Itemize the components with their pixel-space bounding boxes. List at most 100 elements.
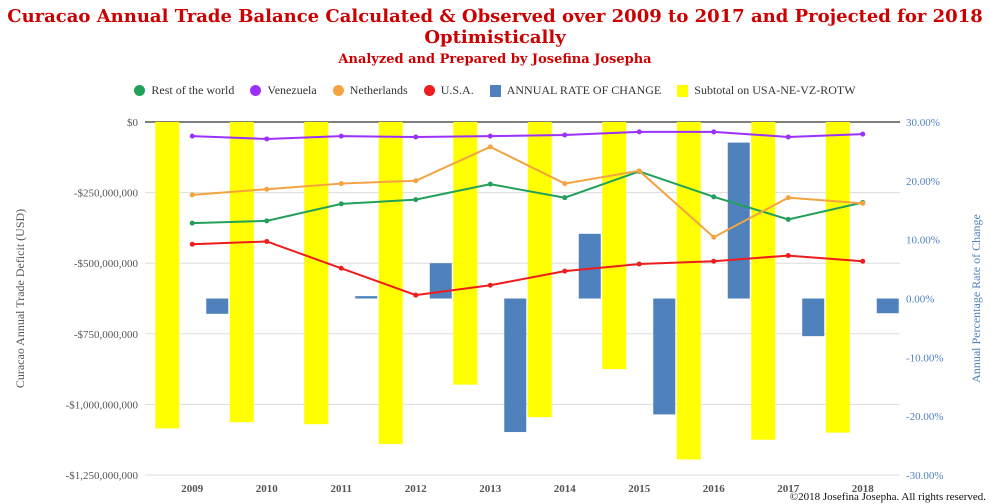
legend-item-rest-of-world[interactable]: Rest of the world (134, 83, 234, 98)
legend-item-netherlands[interactable]: Netherlands (332, 83, 408, 98)
legend-swatch (134, 85, 146, 96)
series-point (413, 178, 419, 184)
series-point (636, 168, 642, 174)
copyright-notice: ©2018 Josefina Josepha. All rights reser… (789, 491, 986, 503)
series-point (711, 194, 717, 200)
series-point (711, 234, 717, 240)
subtotal-bar (229, 122, 254, 423)
y2-tick-label: -10.00% (906, 352, 944, 364)
series-point (338, 201, 344, 207)
legend-item-annual-rate[interactable]: ANNUAL RATE OF CHANGE (489, 83, 662, 98)
legend-label: U.S.A. (440, 83, 474, 97)
x-tick-label: 2010 (256, 483, 279, 495)
legend-item-venezuela[interactable]: Venezuela (250, 83, 317, 98)
series-line (192, 240, 863, 297)
y-tick-label: -$250,000,000 (74, 188, 139, 200)
series-point (189, 133, 195, 139)
y2-tick-label: 10.00% (906, 235, 940, 247)
series-point (413, 197, 419, 203)
rate-bar (802, 298, 825, 337)
y-tick-label: $0 (127, 117, 139, 129)
series-point (487, 144, 493, 150)
x-tick-label: 2011 (331, 483, 352, 495)
rate-bar (504, 298, 527, 433)
series-point (562, 181, 568, 187)
subtotal-bar (304, 122, 329, 425)
x-tick-label: 2016 (703, 483, 726, 495)
y-tick-label: -$1,250,000,000 (66, 470, 139, 482)
legend-label: Subtotal on USA-NE-VZ-ROTW (694, 83, 856, 97)
series-point (264, 238, 270, 244)
series-point (562, 268, 568, 274)
series-point (562, 195, 568, 201)
rate-bar (653, 298, 676, 415)
series-point (264, 136, 270, 142)
legend-label: ANNUAL RATE OF CHANGE (506, 83, 662, 97)
x-tick-label: 2013 (479, 483, 502, 495)
legend-label: Rest of the world (151, 83, 235, 97)
rate-bar (355, 296, 378, 299)
series-point (264, 186, 270, 192)
subtotal-bar (453, 122, 478, 385)
y2-tick-label: 0.00% (906, 294, 934, 306)
x-tick-label: 2017 (777, 483, 800, 495)
series-line (192, 170, 863, 225)
rate-bar (578, 233, 601, 299)
series-point (785, 195, 791, 201)
y2-axis-title: Annual Percentage Rate of Change (969, 214, 983, 383)
x-tick-label: 2014 (554, 483, 577, 495)
series-point (189, 192, 195, 198)
y2-tick-label: -20.00% (906, 411, 944, 423)
series-point (562, 132, 568, 138)
y-tick-label: -$500,000,000 (74, 258, 139, 270)
legend-swatch (332, 85, 344, 96)
series-line (192, 130, 863, 140)
subtotal-bar (676, 122, 701, 460)
chart-legend: Rest of the world Venezuela Netherlands … (0, 83, 990, 98)
y-axis-title: Curacao Annual Trade Deficit (USD) (13, 209, 27, 388)
x-tick-label: 2015 (628, 483, 651, 495)
y2-tick-label: 20.00% (906, 176, 940, 188)
series-point (338, 265, 344, 271)
series-point (264, 218, 270, 224)
legend-label: Venezuela (267, 83, 317, 97)
rate-bar (429, 263, 452, 299)
legend-swatch (677, 84, 689, 97)
series-point (338, 181, 344, 187)
subtotal-bar (155, 122, 180, 429)
y2-tick-label: 30.00% (906, 117, 940, 129)
subtotal-bar (602, 122, 627, 370)
series-point (487, 133, 493, 139)
series-point (860, 131, 866, 137)
series-point (189, 241, 195, 247)
series-point (189, 220, 195, 226)
series-line (192, 145, 863, 239)
rate-bar (206, 298, 229, 314)
legend-label: Netherlands (349, 83, 408, 97)
series-point (487, 181, 493, 187)
series-point (711, 129, 717, 135)
x-tick-label: 2012 (405, 483, 428, 495)
series-point (860, 200, 866, 206)
series-point (785, 253, 791, 259)
series-point (785, 216, 791, 222)
subtotal-bar (751, 122, 776, 440)
y-tick-label: -$750,000,000 (74, 329, 139, 341)
chart-title: Curacao Annual Trade Balance Calculated … (7, 6, 983, 48)
subtotal-bar (825, 122, 850, 433)
legend-swatch (423, 85, 435, 96)
legend-item-subtotal[interactable]: Subtotal on USA-NE-VZ-ROTW (677, 83, 856, 98)
rate-bar (876, 298, 899, 314)
legend-item-usa[interactable]: U.S.A. (423, 83, 474, 98)
y2-tick-label: -30.00% (906, 470, 944, 482)
x-tick-label: 2018 (852, 483, 875, 495)
series-point (413, 134, 419, 140)
series-point (711, 258, 717, 264)
y-tick-label: -$1,000,000,000 (66, 399, 139, 411)
series-point (636, 261, 642, 267)
series-point (785, 134, 791, 140)
legend-swatch (489, 84, 501, 97)
series-point (413, 292, 419, 298)
series-point (338, 133, 344, 139)
x-tick-label: 2009 (181, 483, 204, 495)
